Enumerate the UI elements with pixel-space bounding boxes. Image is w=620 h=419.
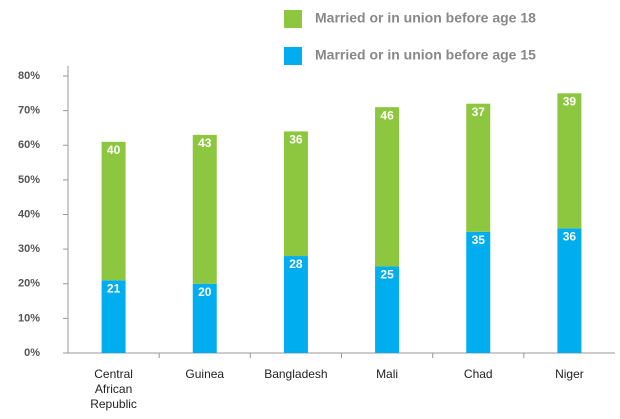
legend-label: Married or in union before age 15	[315, 47, 536, 63]
data-label: 43	[198, 136, 212, 150]
legend-swatch	[284, 10, 302, 28]
legend-swatch	[284, 47, 302, 65]
data-label: 40	[107, 143, 121, 157]
x-tick-label: Chad	[463, 367, 493, 381]
data-label: 28	[289, 257, 303, 271]
bar-segment	[466, 103, 491, 232]
data-label: 46	[380, 108, 394, 122]
y-tick-label: 70%	[18, 105, 40, 117]
bar-segment	[283, 256, 308, 353]
bar-segment	[283, 131, 308, 257]
bar-segment	[192, 134, 217, 284]
y-tick-label: 20%	[18, 278, 40, 290]
data-label: 35	[472, 233, 486, 247]
bar-segment	[375, 266, 400, 353]
x-tick-label: Bangladesh	[264, 367, 328, 381]
y-tick-label: 80%	[18, 70, 40, 82]
data-label: 21	[107, 281, 121, 295]
y-tick-label: 0%	[24, 347, 40, 359]
data-label: 20	[198, 285, 212, 299]
y-tick-label: 40%	[18, 208, 40, 220]
y-tick-label: 50%	[18, 174, 40, 186]
y-tick-label: 10%	[18, 312, 40, 324]
y-tick-label: 60%	[18, 139, 40, 151]
bar-segment	[557, 228, 582, 353]
legend-label: Married or in union before age 18	[315, 10, 536, 26]
x-tick-label: Guinea	[185, 367, 225, 381]
data-label: 25	[380, 268, 394, 282]
bar-segment	[101, 141, 126, 281]
y-tick-label: 30%	[18, 243, 40, 255]
x-tick-label: Niger	[555, 367, 584, 381]
bar-segment	[101, 280, 126, 353]
bar-segment	[375, 107, 400, 267]
x-tick-label: Central African Republic	[90, 367, 137, 411]
data-label: 37	[472, 105, 486, 119]
bar-segment	[466, 231, 491, 353]
data-label: 36	[289, 133, 303, 147]
data-label: 36	[563, 230, 577, 244]
bar-segment	[557, 93, 582, 229]
x-tick-label: Mali	[376, 367, 399, 381]
bar-segment	[192, 283, 217, 353]
data-label: 39	[563, 94, 577, 108]
